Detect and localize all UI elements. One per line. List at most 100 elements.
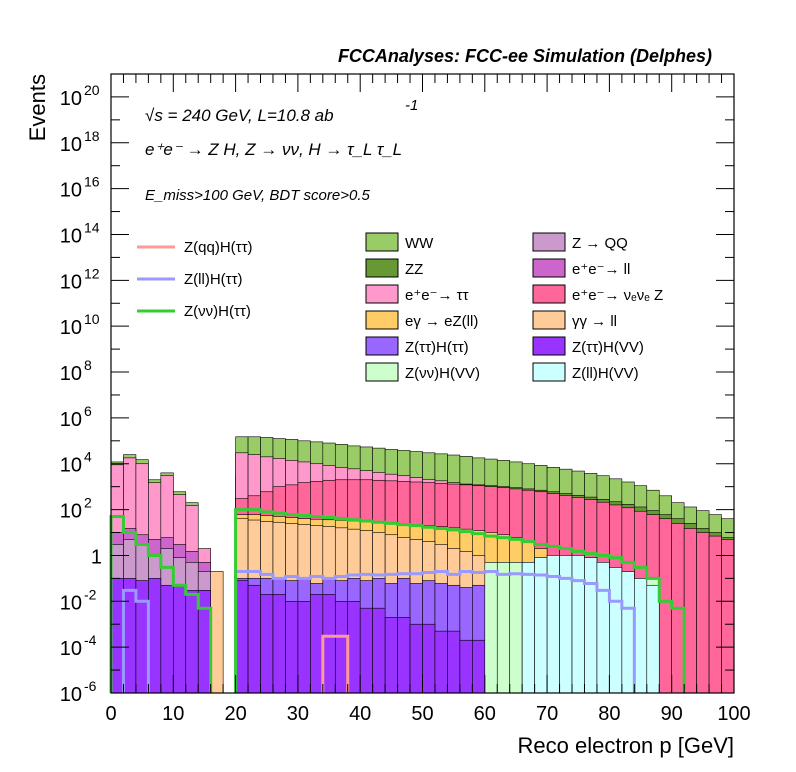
y-tick-label: 10 20 (60, 82, 100, 110)
y-tick-base: 10 (60, 88, 82, 110)
bar (285, 600, 299, 694)
y-tick-exponent: 8 (84, 357, 92, 373)
y-tick-base: 10 (60, 363, 82, 385)
x-tick-label: 100 (717, 703, 750, 725)
y-tick-label: 10 6 (60, 403, 92, 431)
y-tick-label: 10 16 (60, 174, 100, 202)
signal-line-2 (109, 508, 686, 693)
legend-label: WW (405, 235, 434, 252)
y-tick-exponent: -6 (84, 678, 97, 694)
y-tick-base: 10 (60, 638, 82, 660)
bar (696, 532, 710, 694)
y-tick-label: 10 14 (60, 219, 100, 247)
legend-swatch (532, 258, 566, 278)
x-tick-label: 70 (536, 703, 558, 725)
bar (185, 590, 199, 694)
bar (347, 600, 361, 694)
bar (584, 557, 598, 694)
y-tick-base: 10 (60, 225, 82, 247)
y-tick-label: 10 -6 (60, 678, 97, 706)
legend-swatch (532, 232, 566, 252)
bar (247, 584, 261, 694)
x-tick-label: 40 (349, 703, 371, 725)
bar (658, 518, 672, 694)
bar (297, 600, 311, 694)
bar (359, 607, 373, 694)
legend-swatch (532, 336, 566, 356)
y-tick-base: 1 (91, 546, 102, 568)
y-tick-label: 10 4 (60, 449, 92, 477)
legend-entry-zllHvv: Z(ll)H(VV) (532, 362, 639, 382)
legend-label: ZZ (405, 261, 423, 278)
legend-entry-znnHvv: Z(νν)H(VV) (365, 362, 480, 382)
y-tick-label: 10 2 (60, 495, 92, 523)
bar (571, 555, 585, 694)
legend-entry-ggll: γγ → ll (532, 310, 617, 330)
y-tick-base: 10 (60, 317, 82, 339)
y-tick-exponent: 4 (84, 449, 92, 465)
legend-label: Z(ll)H(ττ) (184, 271, 243, 288)
series-11 (521, 555, 660, 694)
y-tick-exponent: 12 (84, 265, 100, 281)
y-tick-base: 10 (60, 592, 82, 614)
bar (646, 584, 660, 694)
legend-swatch (365, 258, 399, 278)
legend-swatch (365, 310, 399, 330)
legend-entry-znnhtt: Z(νν)H(ττ) (137, 303, 251, 320)
legend-label: eγ → eZ(ll) (405, 313, 478, 330)
chart-title: FCCAnalyses: FCC-ee Simulation (Delphes) (338, 46, 712, 66)
x-tick-labels: 0 10 20 30 40 50 60 70 80 90 100 (105, 703, 750, 725)
legend-entry-eevvz: e⁺e⁻→ νₑνₑ Z (532, 284, 663, 304)
legend-swatch (365, 284, 399, 304)
signal-lines (109, 508, 686, 693)
legend-entry-ww: WW (365, 232, 434, 252)
legend-label: Z(ττ)H(ττ) (405, 339, 469, 356)
bar (272, 594, 286, 694)
annotation-sqrt-s: √s = 240 GeV, L=10.8 ab (145, 106, 334, 125)
bar (173, 584, 187, 694)
annotation-process: e⁺e⁻ → Z H, Z → νν, H → τ_L τ_L (145, 140, 402, 159)
x-tick-label: 60 (474, 703, 496, 725)
bar (372, 607, 386, 694)
bar (509, 562, 523, 694)
x-tick-label: 90 (661, 703, 683, 725)
bar (235, 580, 249, 694)
bar (384, 617, 398, 694)
y-tick-exponent: 10 (84, 311, 100, 327)
y-tick-base: 10 (60, 180, 82, 202)
legend-entry-zqqhtt: Z(qq)H(ττ) (137, 239, 253, 256)
bar (123, 578, 137, 694)
y-tick-base: 10 (60, 271, 82, 293)
y-tick-base: 10 (60, 684, 82, 706)
bar (334, 600, 349, 694)
legend-swatch (365, 232, 399, 252)
bar (110, 578, 124, 694)
bar (160, 584, 174, 694)
x-axis-title: Reco electron p [GeV] (518, 733, 734, 758)
legend-signals: Z(qq)H(ττ) Z(ll)H(ττ) Z(νν)H(ττ) (137, 239, 253, 320)
x-tick-label: 50 (411, 703, 433, 725)
bar (683, 528, 697, 694)
bar (135, 580, 149, 694)
bar (621, 571, 635, 694)
legend-label: e⁺e⁻→ ττ (405, 287, 469, 304)
legend-label: Z(ll)H(VV) (572, 365, 639, 382)
legend-entry-eett: e⁺e⁻→ ττ (365, 284, 469, 304)
y-tick-exponent: 6 (84, 403, 92, 419)
bar (472, 639, 486, 694)
legend-label: e⁺e⁻→ ll (572, 261, 630, 278)
bar (322, 594, 336, 694)
bar (634, 578, 648, 694)
y-tick-label: 10 12 (60, 265, 100, 293)
bar (596, 562, 610, 694)
bar (260, 594, 274, 694)
legend-entry-egz: eγ → eZ(ll) (365, 310, 478, 330)
x-tick-label: 0 (105, 703, 116, 725)
x-tick-label: 10 (162, 703, 184, 725)
y-tick-exponent: 18 (84, 128, 100, 144)
y-tick-exponent: 14 (84, 219, 100, 235)
y-tick-exponent: -4 (84, 632, 97, 648)
y-tick-label: 10 -2 (60, 586, 97, 614)
